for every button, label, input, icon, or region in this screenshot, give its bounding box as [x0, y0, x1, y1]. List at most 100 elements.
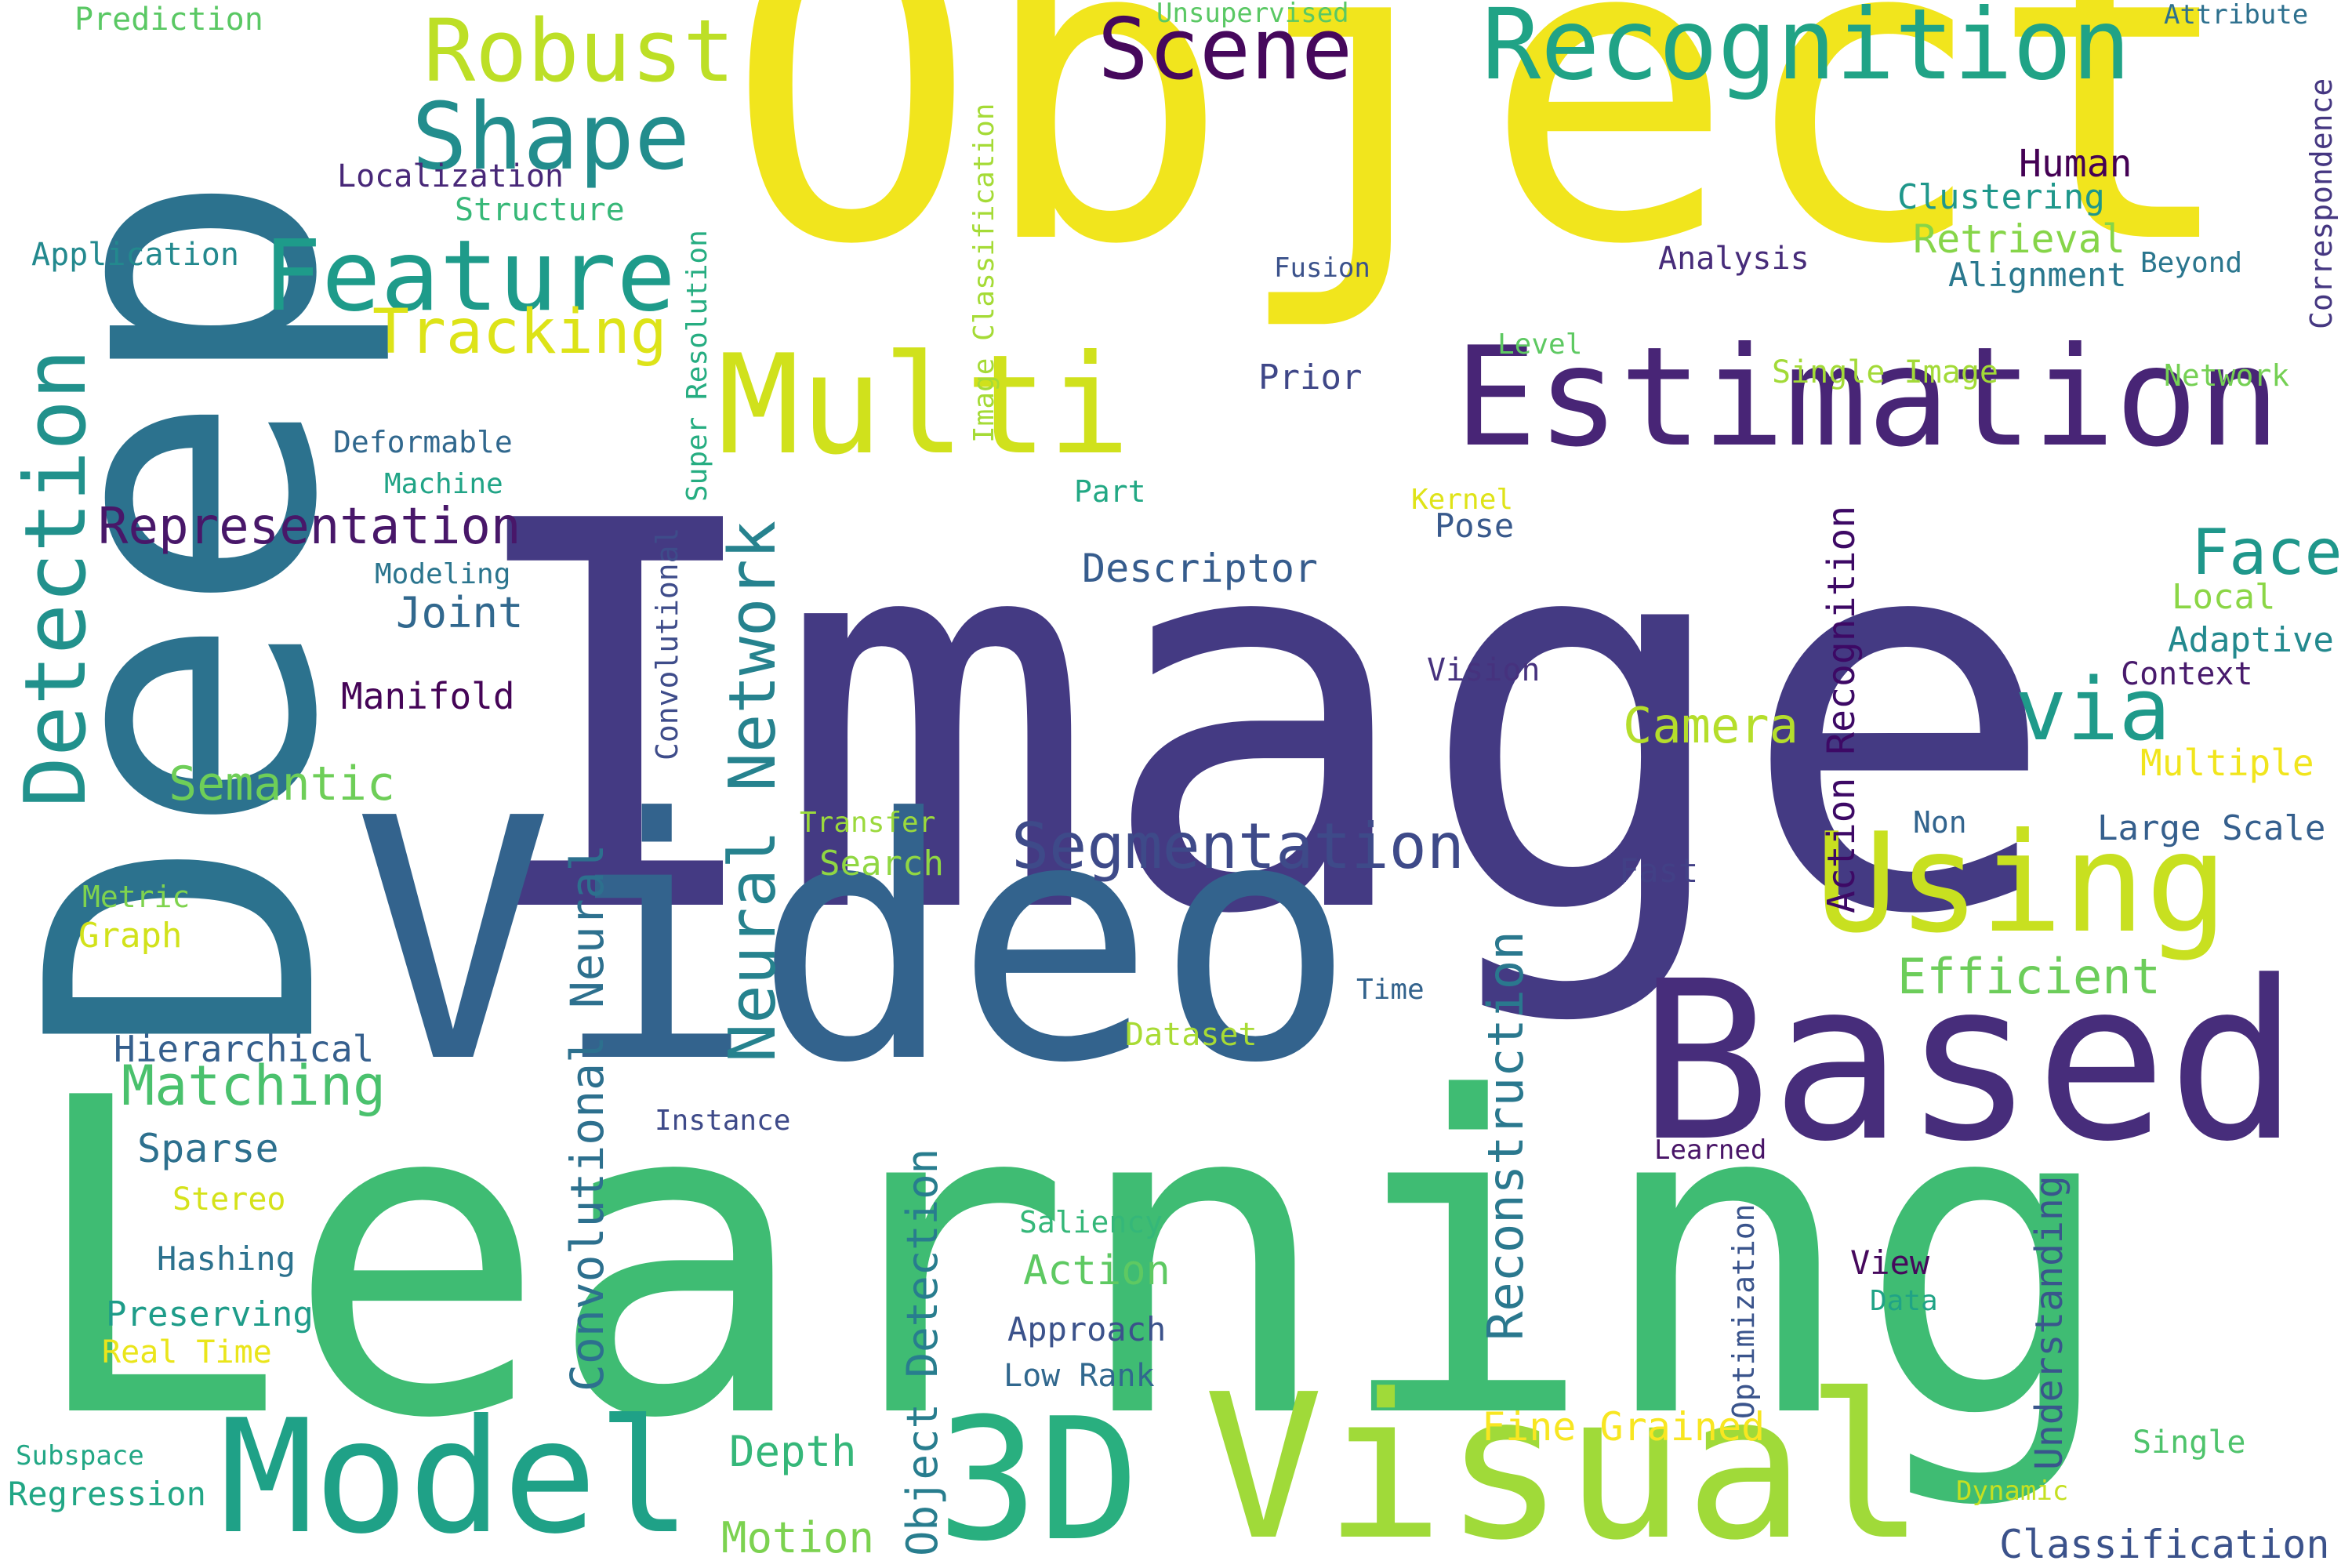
word-large-scale: Large Scale — [2097, 808, 2326, 848]
word-semantic: Semantic — [169, 757, 395, 811]
word-local: Local — [2172, 577, 2276, 617]
word-reconstruction: Reconstruction — [1477, 931, 1534, 1341]
word-neural-network: Neural Network — [716, 520, 790, 1062]
word-hashing: Hashing — [157, 1240, 296, 1278]
word-representation: Representation — [98, 498, 521, 556]
word-regression: Regression — [8, 1475, 206, 1513]
word-subspace: Subspace — [16, 1440, 144, 1472]
word-instance: Instance — [655, 1105, 791, 1137]
word-beyond: Beyond — [2140, 247, 2243, 279]
word-joint: Joint — [396, 588, 524, 637]
word-estimation: Estimation — [1454, 318, 2281, 477]
word-sparse: Sparse — [137, 1126, 279, 1171]
word-correspondence: Correspondence — [2304, 78, 2339, 329]
word-data: Data — [1870, 1285, 1938, 1317]
word-segmentation: Segmentation — [1011, 810, 1465, 883]
word-camera: Camera — [1623, 697, 1798, 754]
word-dynamic: Dynamic — [1956, 1475, 2069, 1507]
word-convolutional: Convolutional — [650, 527, 684, 760]
word-localization: Localization — [337, 158, 564, 194]
word-retrieval: Retrieval — [1913, 216, 2125, 262]
word-optimization: Optimization — [1726, 1203, 1761, 1419]
word-machine: Machine — [384, 468, 503, 500]
word-video: Video — [353, 749, 1356, 1136]
word-action-recognition: Action Recognition — [1820, 505, 1864, 913]
word-graph: Graph — [78, 916, 183, 956]
word-multi: Multi — [717, 326, 1131, 485]
word-search: Search — [819, 844, 944, 884]
word-dataset: Dataset — [1125, 1017, 1258, 1053]
word-structure: Structure — [455, 192, 625, 228]
word-approach: Approach — [1007, 1310, 1167, 1348]
word-view: View — [1850, 1243, 1930, 1282]
word-visual: Visual — [1203, 1352, 1926, 1568]
word-tracking: Tracking — [372, 297, 667, 368]
word-fusion: Fusion — [1274, 252, 1370, 284]
word-manifold: Manifold — [341, 675, 515, 717]
word-shape: Shape — [412, 82, 691, 191]
word-transfer: Transfer — [800, 807, 936, 839]
word-learned: Learned — [1654, 1134, 1767, 1166]
word-descriptor: Descriptor — [1082, 546, 1319, 591]
word-depth: Depth — [729, 1427, 857, 1476]
word-object-detection: Object Detection — [898, 1148, 947, 1556]
word-robust: Robust — [423, 1, 735, 101]
word-part: Part — [1074, 474, 1146, 509]
word-via: via — [2015, 659, 2171, 760]
word-detection: Detection — [7, 348, 105, 808]
word-analysis: Analysis — [1658, 241, 1809, 277]
word-matching: Matching — [122, 1054, 387, 1118]
word-classification: Classification — [1999, 1522, 2330, 1567]
word-single: Single — [2132, 1425, 2246, 1461]
word-action: Action — [1023, 1247, 1171, 1294]
word-vision: Vision — [1427, 652, 1541, 688]
word-alignment: Alignment — [1948, 256, 2127, 294]
word-low-rank: Low Rank — [1004, 1358, 1155, 1394]
word-prediction: Prediction — [74, 2, 263, 38]
word-clustering: Clustering — [1897, 177, 2105, 217]
word-unsupervised: Unsupervised — [1156, 0, 1349, 29]
word-scene: Scene — [1098, 1, 1353, 99]
word-single-image: Single Image — [1772, 354, 1998, 390]
word-feature: Feature — [263, 220, 676, 333]
word-non: Non — [1913, 805, 1967, 840]
word-saliency: Saliency — [1019, 1205, 1163, 1240]
word-understanding: Understanding — [2027, 1175, 2071, 1470]
word-face: Face — [2191, 516, 2343, 589]
word-deformable: Deformable — [333, 425, 513, 459]
word-pose: Pose — [1435, 506, 1515, 545]
word-level: Level — [1497, 328, 1583, 361]
word-time: Time — [1356, 974, 1425, 1006]
word-fine-grained: Fine Grained — [1482, 1404, 1766, 1450]
word-preserving: Preserving — [106, 1294, 314, 1334]
word-object: Object — [725, 0, 2241, 336]
word-image: Image — [455, 411, 2060, 1031]
word-metric: Metric — [82, 880, 191, 914]
word-convolutional-neural: Convolutional Neural — [561, 844, 614, 1392]
word-hierarchical: Hierarchical — [114, 1028, 375, 1070]
word-image-classification: Image Classification — [968, 103, 1000, 443]
word-real-time: Real Time — [102, 1334, 272, 1370]
word-motion: Motion — [721, 1513, 875, 1563]
word-efficient: Efficient — [1897, 948, 2161, 1005]
word-3d: 3D — [937, 1381, 1140, 1568]
word-stereo: Stereo — [172, 1181, 286, 1218]
word-human: Human — [2019, 142, 2132, 186]
word-context: Context — [2121, 656, 2253, 692]
word-network: Network — [2164, 358, 2290, 393]
word-adaptive: Adaptive — [2168, 620, 2334, 660]
word-model: Model — [220, 1386, 692, 1568]
word-using: Using — [1815, 804, 2228, 964]
word-application: Application — [31, 237, 239, 273]
word-modeling: Modeling — [375, 558, 511, 590]
word-super-resolution: Super Resolution — [681, 230, 713, 502]
word-kernel: Kernel — [1411, 484, 1514, 516]
word-recognition: Recognition — [1482, 0, 2131, 102]
word-based: Based — [1639, 935, 2299, 1190]
word-attribute: Attribute — [2164, 0, 2309, 31]
word-prior: Prior — [1258, 358, 1363, 397]
word-learning: Learning — [24, 1007, 2120, 1513]
word-fast: Fast — [1619, 851, 1699, 890]
word-multiple: Multiple — [2140, 742, 2314, 784]
